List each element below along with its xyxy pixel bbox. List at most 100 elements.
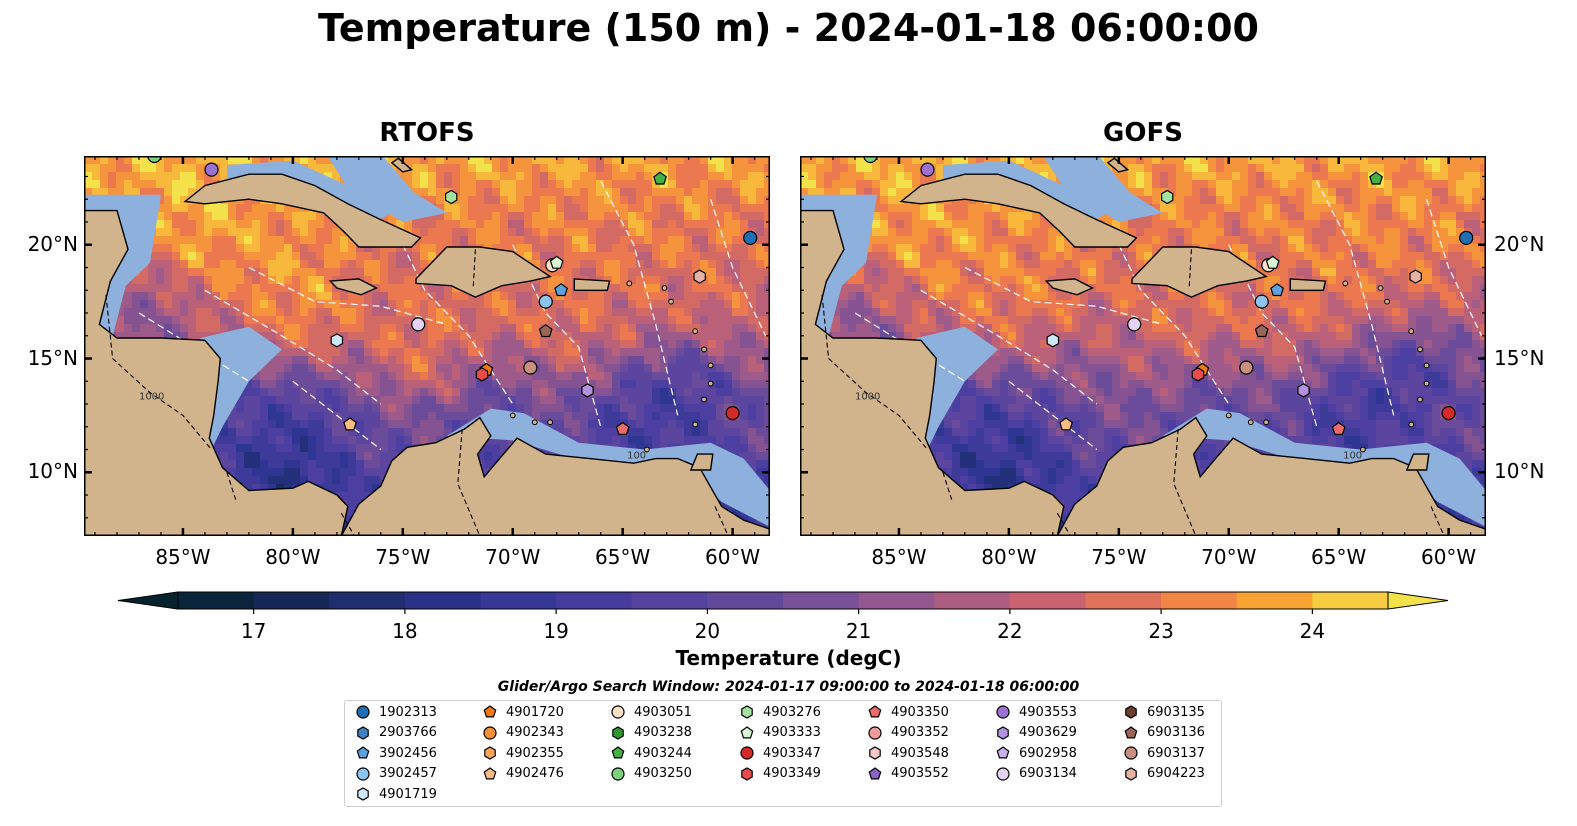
float-marker-4903276[interactable] (1161, 189, 1174, 205)
rtofs-land-south-america (340, 416, 770, 536)
lon-tick-label: 85°W (155, 545, 211, 569)
rtofs-land-central-america (84, 209, 349, 536)
legend-item: 6903137 (1123, 745, 1205, 761)
float-marker-4903629[interactable] (581, 383, 594, 398)
legend-item-label: 4902343 (506, 725, 564, 740)
hexagon-marker-icon (484, 746, 496, 760)
gofs-boundary-lines (854, 180, 1483, 450)
legend-item: 3902456 (355, 745, 437, 761)
float-marker-6903136[interactable] (1254, 323, 1269, 338)
colorbar-label: Temperature (degC) (675, 646, 902, 670)
pentagon-marker-icon (1124, 725, 1138, 738)
main-title: Temperature (150 m) - 2024-01-18 06:00:0… (317, 6, 1259, 50)
lat-tick-label-left: 15°N (27, 345, 78, 370)
colorbar-tick-label: 21 (846, 619, 871, 640)
float-marker-4902476[interactable] (343, 417, 357, 431)
float-marker-4903350[interactable] (1331, 421, 1346, 435)
gofs-land-jamaica (1044, 278, 1095, 296)
legend-item-label: 4903238 (634, 725, 692, 740)
float-marker-4901719[interactable] (1046, 333, 1060, 348)
legend-item: 6903136 (1123, 725, 1205, 741)
float-marker-1902313[interactable] (743, 230, 758, 246)
float-marker-4903553[interactable] (204, 162, 219, 177)
float-marker-4903250[interactable] (863, 156, 878, 164)
lon-tick-label: 80°W (265, 545, 321, 569)
float-marker-6903134[interactable] (411, 317, 426, 332)
float-marker-4903347[interactable] (1441, 406, 1456, 421)
lat-tick-label-right: 15°N (1494, 345, 1545, 370)
float-marker-3902457[interactable] (538, 294, 553, 309)
pentagon-marker-icon (483, 705, 497, 718)
float-marker-6904223[interactable] (693, 269, 706, 284)
float-marker-4903553[interactable] (920, 162, 935, 177)
colorbar-tick-label: 20 (695, 619, 720, 640)
float-marker-4903333[interactable] (1265, 255, 1280, 269)
rtofs-country-borders (105, 249, 729, 536)
hexagon-marker-icon (741, 705, 753, 719)
legend-item-label: 4903244 (634, 745, 692, 761)
float-marker-4903629[interactable] (1297, 383, 1310, 398)
legend-item: 4902355 (482, 745, 564, 761)
panel-title-rtofs: RTOFS (379, 118, 475, 148)
colorbar: 17 18 19 20 21 22 23 24 (117, 591, 1449, 640)
legend-item: 4903238 (610, 725, 692, 741)
float-marker-4903244[interactable] (1369, 171, 1383, 185)
float-marker-4903349[interactable] (1191, 367, 1205, 382)
hexagon-marker-icon (612, 725, 624, 740)
float-marker-4903347[interactable] (725, 406, 740, 421)
rtofs-contour-labels: 1000 100 (139, 391, 646, 461)
float-marker-4903276[interactable] (445, 189, 458, 205)
float-marker-1902313[interactable] (1459, 230, 1474, 246)
float-marker-6904223[interactable] (1409, 269, 1422, 284)
float-marker-4903244[interactable] (653, 171, 667, 185)
float-marker-3902457[interactable] (1254, 294, 1269, 309)
float-marker-6903136[interactable] (538, 323, 553, 338)
circle-marker-icon (356, 705, 370, 719)
legend-item: 4903051 (610, 704, 692, 720)
lon-tick-label: 65°W (1311, 545, 1367, 569)
rtofs-land-cuba (183, 173, 422, 248)
float-marker-6903137[interactable] (523, 360, 538, 375)
lon-tick-label: 80°W (981, 545, 1037, 569)
legend-item-label: 6904223 (1147, 766, 1205, 781)
hexagon-marker-icon (1125, 766, 1137, 781)
float-marker-3902456[interactable] (1270, 283, 1285, 297)
float-marker-4902476[interactable] (1059, 417, 1073, 431)
float-marker-6903137[interactable] (1239, 360, 1254, 375)
lon-tick-label: 85°W (871, 545, 927, 569)
circle-marker-icon (356, 766, 370, 781)
float-marker-4903250[interactable] (147, 156, 162, 164)
legend-item: 4903244 (610, 745, 692, 761)
map-panel-gofs[interactable]: 1000 100 (800, 156, 1486, 536)
circle-marker-icon (483, 725, 497, 740)
colorbar-extend-high (1387, 591, 1449, 610)
hexagon-marker-icon (357, 787, 369, 801)
circle-marker-icon (1124, 746, 1138, 760)
gofs-country-borders (821, 249, 1445, 536)
rtofs-landmass (84, 156, 770, 536)
map-panel-rtofs[interactable]: 1000 100 (84, 156, 770, 536)
legend-item: 4903553 (995, 704, 1077, 720)
legend-item: 6903134 (995, 766, 1077, 782)
legend-item-label: 6903136 (1147, 725, 1205, 740)
legend-item-label: 6902958 (1019, 745, 1077, 761)
pentagon-marker-icon (740, 725, 754, 738)
legend-item: 4903347 (739, 745, 821, 761)
hexagon-marker-icon (1125, 705, 1137, 719)
legend-title: Glider/Argo Search Window: 2024-01-17 09… (497, 679, 1080, 695)
float-marker-4903349[interactable] (475, 367, 489, 382)
lat-tick-label-left: 20°N (27, 231, 78, 256)
float-marker-3902456[interactable] (554, 283, 569, 297)
gofs-land-bahamas-2 (1106, 157, 1130, 173)
legend-item: 6903135 (1123, 704, 1205, 720)
float-marker-6903134[interactable] (1127, 317, 1142, 332)
float-marker-4901719[interactable] (330, 333, 344, 348)
legend-item: 2903766 (355, 725, 437, 741)
lon-tick-label: 65°W (595, 545, 651, 569)
circle-marker-icon (868, 725, 882, 740)
float-marker-4903350[interactable] (615, 421, 630, 435)
gofs-land-puerto-rico (1289, 278, 1327, 292)
gofs-land-central-america (800, 209, 1065, 536)
hexagon-marker-icon (997, 725, 1009, 740)
float-marker-4903333[interactable] (549, 255, 564, 269)
